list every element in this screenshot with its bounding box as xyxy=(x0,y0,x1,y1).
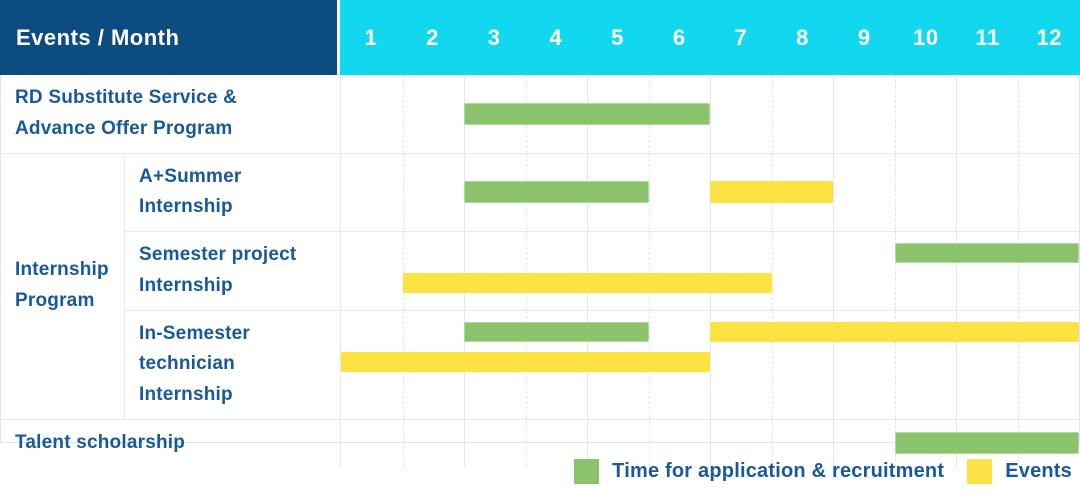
month-header-12: 12 xyxy=(1036,24,1062,50)
month-gridline xyxy=(833,232,834,310)
month-gridline xyxy=(648,153,650,232)
application-recruitment-bar xyxy=(464,181,649,204)
month-gridline xyxy=(525,419,527,467)
month-gridline xyxy=(771,419,773,467)
events-month-header-label: Events / Month xyxy=(16,24,180,50)
month-gridline xyxy=(648,232,650,310)
month-gridline xyxy=(771,75,773,153)
month-gridline xyxy=(464,419,465,467)
chart-row-a-plus-summer-internship xyxy=(341,153,1079,233)
legend-item-yellow: Events xyxy=(967,459,1072,484)
chart-row-semester-project-internship xyxy=(341,232,1079,311)
legend-swatch-yellow xyxy=(967,459,993,484)
month-gridline xyxy=(1017,232,1019,310)
row-label-in-semester-technician-internship: In-Semester technician Internship xyxy=(125,310,341,420)
chart-row-talent-scholarship xyxy=(341,419,1079,467)
month-header-11: 11 xyxy=(975,24,1000,50)
month-gridline xyxy=(710,310,711,419)
month-header-6: 6 xyxy=(672,24,686,50)
month-gridline xyxy=(833,310,834,419)
legend-label-green: Time for application & recruitment xyxy=(612,460,945,482)
month-gridline xyxy=(402,75,404,153)
month-gridline xyxy=(956,310,957,419)
application-recruitment-bar xyxy=(894,432,1079,455)
month-header-9: 9 xyxy=(857,24,871,50)
month-gridline xyxy=(402,153,404,232)
chart-row-in-semester-technician-internship xyxy=(341,310,1079,420)
month-gridline xyxy=(833,419,834,467)
month-header-10: 10 xyxy=(913,24,939,50)
gantt-body: Internship Program RD Substitute Service … xyxy=(0,75,1080,467)
month-header-7: 7 xyxy=(734,24,748,50)
month-gridline xyxy=(833,75,834,153)
month-gridline xyxy=(648,419,650,467)
month-header-5: 5 xyxy=(611,24,624,50)
month-gridline xyxy=(402,419,404,467)
month-header-1: 1 xyxy=(364,24,378,50)
row-label-semester-project-internship: Semester project Internship xyxy=(125,232,341,311)
application-recruitment-bar xyxy=(464,102,710,125)
month-gridline xyxy=(587,419,588,467)
month-gridline xyxy=(464,232,465,310)
event-bar xyxy=(710,181,833,204)
event-bar xyxy=(341,351,710,372)
month-gridline xyxy=(894,310,896,419)
row-label-a-plus-summer-internship: A+Summer Internship xyxy=(125,153,341,233)
chart-row-rd-substitute-service xyxy=(341,75,1079,154)
events-month-header: Events / Month xyxy=(0,0,340,75)
month-header-4: 4 xyxy=(549,24,563,50)
month-gridline xyxy=(402,232,404,310)
month-gridline xyxy=(587,232,588,310)
month-gridline xyxy=(956,232,957,310)
month-gridline xyxy=(894,232,896,310)
event-bar xyxy=(402,273,772,294)
event-bar xyxy=(710,321,1079,342)
month-gridline xyxy=(894,153,896,232)
month-gridline xyxy=(771,232,773,310)
month-gridline xyxy=(710,75,711,153)
month-gridline xyxy=(771,310,773,419)
row-label-rd-substitute-service: RD Substitute Service & Advance Offer Pr… xyxy=(1,75,341,154)
month-gridline xyxy=(956,153,957,232)
legend-item-green: Time for application & recruitment xyxy=(574,459,944,484)
month-gridline xyxy=(1017,153,1019,232)
application-recruitment-bar xyxy=(894,243,1079,264)
legend: Time for application & recruitment Events xyxy=(574,459,1072,484)
month-header-2: 2 xyxy=(426,24,439,50)
application-recruitment-bar xyxy=(464,321,649,342)
month-header-3: 3 xyxy=(487,24,501,50)
month-gridline xyxy=(1017,310,1019,419)
row-label-talent-scholarship: Talent scholarship xyxy=(1,419,341,467)
month-gridline xyxy=(956,75,957,153)
month-gridline xyxy=(1017,75,1019,153)
legend-label-yellow: Events xyxy=(1005,460,1072,482)
group-label-internship-program: Internship Program xyxy=(1,153,125,420)
month-header-row: 1 2 3 4 5 6 7 8 9 10 11 12 xyxy=(340,0,1080,75)
month-gridline xyxy=(710,232,711,310)
month-header-8: 8 xyxy=(796,24,809,50)
month-gridline xyxy=(833,153,834,232)
month-gridline xyxy=(894,75,896,153)
legend-swatch-green xyxy=(574,459,600,484)
month-gridline xyxy=(710,419,711,467)
month-gridline xyxy=(525,232,527,310)
